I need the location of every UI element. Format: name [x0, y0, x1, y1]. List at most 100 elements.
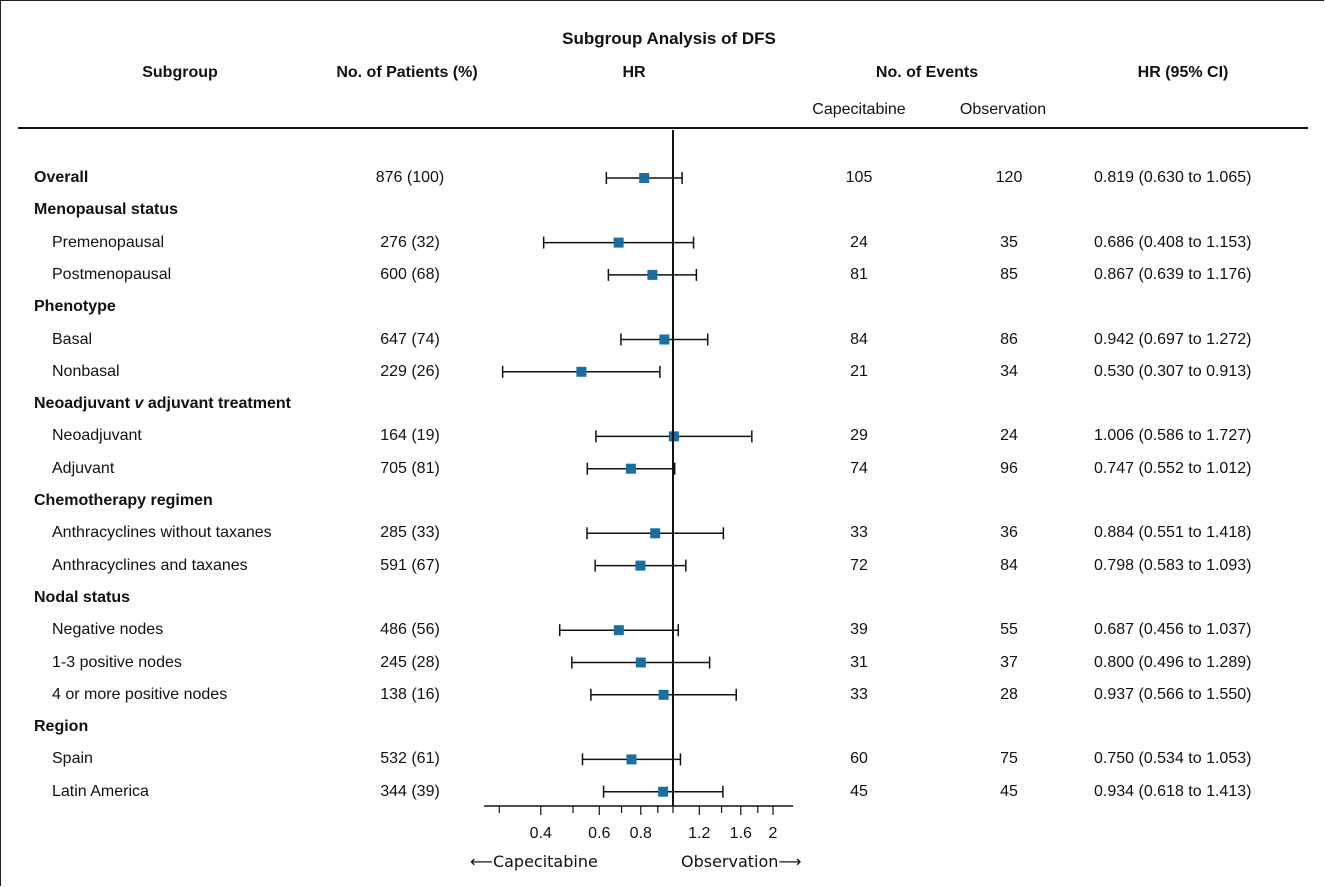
patients-cell: 705 (81) [380, 459, 440, 477]
x-tick-label: 0.6 [588, 825, 610, 842]
hr-marker [625, 463, 636, 474]
patients-cell: 647 (74) [380, 330, 440, 348]
hr-ci-cell: 0.867 (0.639 to 1.176) [1094, 265, 1252, 283]
observation-events-cell: 36 [1000, 524, 1018, 542]
patients-cell: 285 (33) [380, 524, 440, 542]
hr-ci-cell: 0.686 (0.408 to 1.153) [1094, 233, 1252, 251]
patients-cell: 591 (67) [380, 556, 440, 574]
subgroup-label: 1-3 positive nodes [52, 653, 182, 671]
hr-marker [659, 334, 670, 345]
header-patients: No. of Patients (%) [336, 64, 478, 81]
capecitabine-events-cell: 33 [850, 685, 868, 703]
patients-cell: 344 (39) [380, 782, 440, 800]
subgroup-label: Nonbasal [52, 362, 120, 380]
subgroup-label: Postmenopausal [52, 265, 172, 283]
patients-cell: 532 (61) [380, 750, 440, 768]
capecitabine-events-cell: 81 [850, 265, 868, 283]
observation-events-cell: 24 [1000, 427, 1018, 445]
direction-right: Observation⟶ [681, 852, 801, 872]
hr-marker [639, 173, 650, 183]
x-tick-label: 0.8 [630, 825, 652, 842]
patients-cell: 486 (56) [380, 621, 440, 639]
patients-cell: 229 (26) [380, 362, 440, 380]
observation-events-cell: 96 [1000, 459, 1018, 477]
subgroup-label: Neoadjuvant [52, 427, 142, 445]
hr-ci-cell: 0.942 (0.697 to 1.272) [1094, 330, 1252, 348]
hr-ci-cell: 0.884 (0.551 to 1.418) [1094, 524, 1252, 542]
capecitabine-events-cell: 39 [850, 621, 868, 639]
subgroup-header: Nodal status [34, 588, 131, 606]
hr-ci-cell: 1.006 (0.586 to 1.727) [1094, 427, 1252, 445]
capecitabine-events-cell: 72 [850, 556, 868, 574]
patients-cell: 164 (19) [380, 427, 440, 445]
direction-left-label: Capecitabine [492, 852, 598, 871]
hr-ci-cell: 0.798 (0.583 to 1.093) [1094, 556, 1252, 574]
header-capecitabine: Capecitabine [812, 101, 906, 118]
observation-events-cell: 75 [1000, 750, 1018, 768]
header-ci: HR (95% CI) [1137, 64, 1229, 81]
hr-marker [635, 657, 646, 668]
observation-events-cell: 120 [995, 169, 1023, 186]
capecitabine-events-cell: 21 [850, 362, 868, 380]
header-subgroup: Subgroup [142, 64, 218, 81]
chart-title: Subgroup Analysis of DFS [562, 29, 776, 48]
hr-marker [613, 237, 624, 248]
hr-marker [613, 625, 624, 636]
hr-marker [635, 560, 646, 571]
hr-ci-cell: 0.800 (0.496 to 1.289) [1094, 653, 1252, 671]
observation-events-cell: 37 [1000, 653, 1018, 671]
hr-marker [650, 528, 661, 539]
hr-marker [658, 689, 669, 700]
observation-events-cell: 34 [1000, 362, 1018, 380]
subgroup-header-part: adjuvant treatment [143, 395, 291, 413]
patients-cell: 138 (16) [380, 685, 440, 703]
subgroup-label: Overall [34, 169, 89, 186]
x-tick-label: 1.2 [688, 825, 710, 842]
subgroup-label: Negative nodes [52, 621, 164, 639]
header-observation: Observation [959, 101, 1047, 118]
capecitabine-events-cell: 60 [850, 750, 868, 768]
subgroup-header: Chemotherapy regimen [34, 492, 213, 509]
subgroup-label: Basal [52, 330, 93, 348]
subgroup-header: Menopausal status [34, 201, 179, 219]
x-tick-label: 0.4 [530, 825, 552, 842]
patients-cell: 876 (100) [375, 169, 445, 186]
header-hr: HR [622, 64, 646, 81]
observation-events-cell: 85 [1000, 265, 1018, 283]
hr-marker [647, 269, 658, 280]
hr-marker [626, 754, 637, 765]
arrow-right-icon: ⟶ [778, 852, 802, 871]
subgroup-label: 4 or more positive nodes [52, 685, 228, 703]
subgroup-label: Anthracyclines without taxanes [52, 524, 272, 542]
capecitabine-events-cell: 33 [850, 524, 868, 542]
patients-cell: 276 (32) [380, 233, 440, 251]
hr-marker [658, 786, 669, 797]
capecitabine-events-cell: 45 [850, 782, 868, 800]
hr-ci-cell: 0.934 (0.618 to 1.413) [1094, 782, 1252, 800]
subgroup-label: Premenopausal [52, 233, 165, 251]
subgroup-label: Anthracyclines and taxanes [52, 556, 248, 574]
subgroup-header: Phenotype [34, 298, 116, 316]
subgroup-label: Latin America [52, 782, 149, 800]
capecitabine-events-cell: 105 [845, 169, 873, 186]
hr-ci-cell: 0.819 (0.630 to 1.065) [1094, 169, 1252, 186]
hr-ci-cell: 0.530 (0.307 to 0.913) [1094, 362, 1252, 380]
capecitabine-events-cell: 29 [850, 427, 868, 445]
subgroup-header-part: v [134, 395, 144, 413]
patients-cell: 245 (28) [380, 653, 440, 671]
capecitabine-events-cell: 84 [850, 330, 868, 348]
subgroup-header: Neoadjuvant v adjuvant treatment [34, 394, 291, 414]
subgroup-label: Spain [52, 750, 93, 768]
arrow-left-icon: ⟵ [470, 852, 493, 871]
hr-ci-cell: 0.937 (0.566 to 1.550) [1094, 685, 1252, 703]
subgroup-header: Region [34, 718, 89, 736]
hr-marker [576, 366, 587, 377]
direction-right-label: Observation [681, 852, 779, 871]
x-tick-label: 1.6 [730, 825, 752, 842]
subgroup-header-part: Neoadjuvant [34, 395, 135, 413]
observation-events-cell: 35 [1000, 233, 1018, 251]
x-tick-label: 2 [769, 825, 778, 842]
direction-left: ⟵Capecitabine [470, 852, 598, 872]
